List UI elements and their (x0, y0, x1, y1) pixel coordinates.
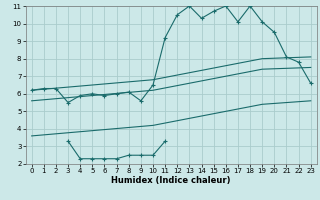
X-axis label: Humidex (Indice chaleur): Humidex (Indice chaleur) (111, 176, 231, 185)
